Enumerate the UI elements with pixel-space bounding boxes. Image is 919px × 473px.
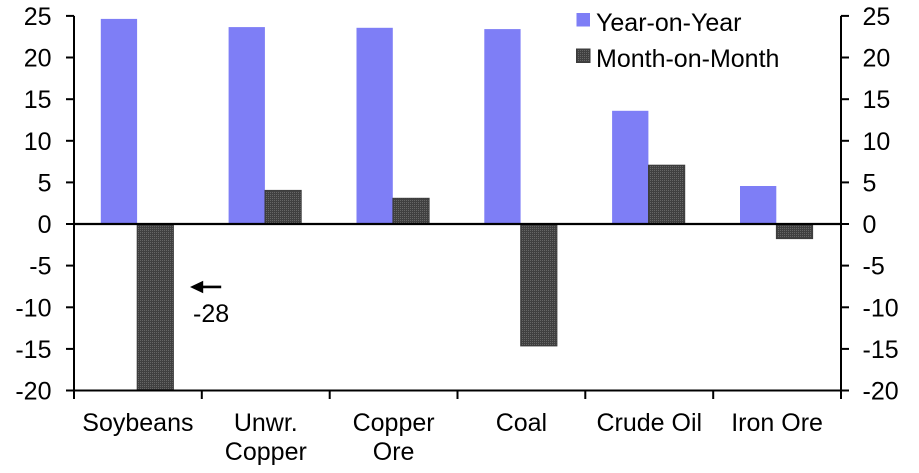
svg-text:25: 25 bbox=[863, 3, 891, 31]
svg-text:Ore: Ore bbox=[373, 438, 415, 466]
svg-text:10: 10 bbox=[863, 128, 891, 156]
svg-text:-10: -10 bbox=[863, 294, 899, 322]
svg-text:-20: -20 bbox=[15, 378, 51, 406]
svg-text:15: 15 bbox=[24, 86, 52, 114]
svg-text:Soybeans: Soybeans bbox=[82, 409, 193, 437]
svg-text:20: 20 bbox=[24, 45, 52, 73]
svg-text:-15: -15 bbox=[863, 336, 899, 364]
svg-text:Copper: Copper bbox=[353, 409, 435, 437]
svg-text:Unwr.: Unwr. bbox=[234, 409, 298, 437]
svg-text:-20: -20 bbox=[863, 378, 899, 406]
svg-text:0: 0 bbox=[38, 211, 52, 239]
svg-text:25: 25 bbox=[24, 3, 52, 31]
svg-text:10: 10 bbox=[24, 128, 52, 156]
svg-text:20: 20 bbox=[863, 45, 891, 73]
svg-text:Crude Oil: Crude Oil bbox=[597, 409, 703, 437]
svg-text:Month-on-Month: Month-on-Month bbox=[596, 45, 779, 73]
svg-text:5: 5 bbox=[38, 169, 52, 197]
svg-text:-5: -5 bbox=[863, 253, 885, 281]
svg-text:Iron Ore: Iron Ore bbox=[731, 409, 823, 437]
svg-text:15: 15 bbox=[863, 86, 891, 114]
svg-text:-28: -28 bbox=[193, 300, 229, 328]
svg-text:5: 5 bbox=[863, 169, 877, 197]
svg-text:Copper: Copper bbox=[225, 438, 307, 466]
svg-text:-15: -15 bbox=[15, 336, 51, 364]
svg-text:0: 0 bbox=[863, 211, 877, 239]
svg-text:-10: -10 bbox=[15, 294, 51, 322]
svg-text:-5: -5 bbox=[29, 253, 51, 281]
svg-text:Year-on-Year: Year-on-Year bbox=[596, 9, 741, 37]
svg-text:Coal: Coal bbox=[496, 409, 547, 437]
